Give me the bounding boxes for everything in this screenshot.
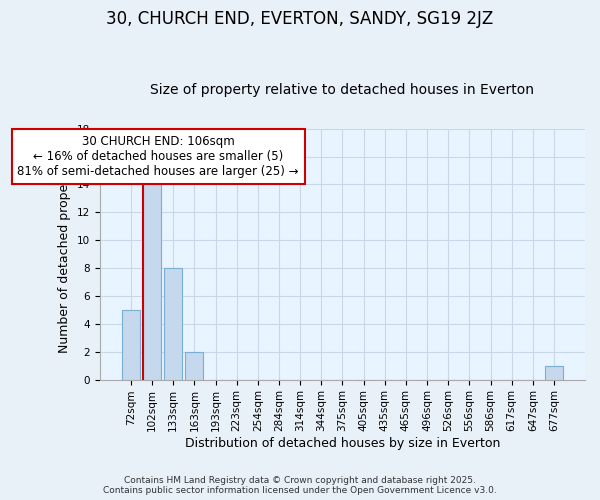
Y-axis label: Number of detached properties: Number of detached properties <box>58 156 71 352</box>
Title: Size of property relative to detached houses in Everton: Size of property relative to detached ho… <box>151 83 535 97</box>
Text: 30, CHURCH END, EVERTON, SANDY, SG19 2JZ: 30, CHURCH END, EVERTON, SANDY, SG19 2JZ <box>106 10 494 28</box>
Bar <box>545 366 563 380</box>
Bar <box>164 268 182 380</box>
Text: 30 CHURCH END: 106sqm
← 16% of detached houses are smaller (5)
81% of semi-detac: 30 CHURCH END: 106sqm ← 16% of detached … <box>17 135 299 178</box>
Bar <box>122 310 140 380</box>
Bar <box>143 184 161 380</box>
Text: Contains HM Land Registry data © Crown copyright and database right 2025.
Contai: Contains HM Land Registry data © Crown c… <box>103 476 497 495</box>
Bar <box>185 352 203 380</box>
X-axis label: Distribution of detached houses by size in Everton: Distribution of detached houses by size … <box>185 437 500 450</box>
